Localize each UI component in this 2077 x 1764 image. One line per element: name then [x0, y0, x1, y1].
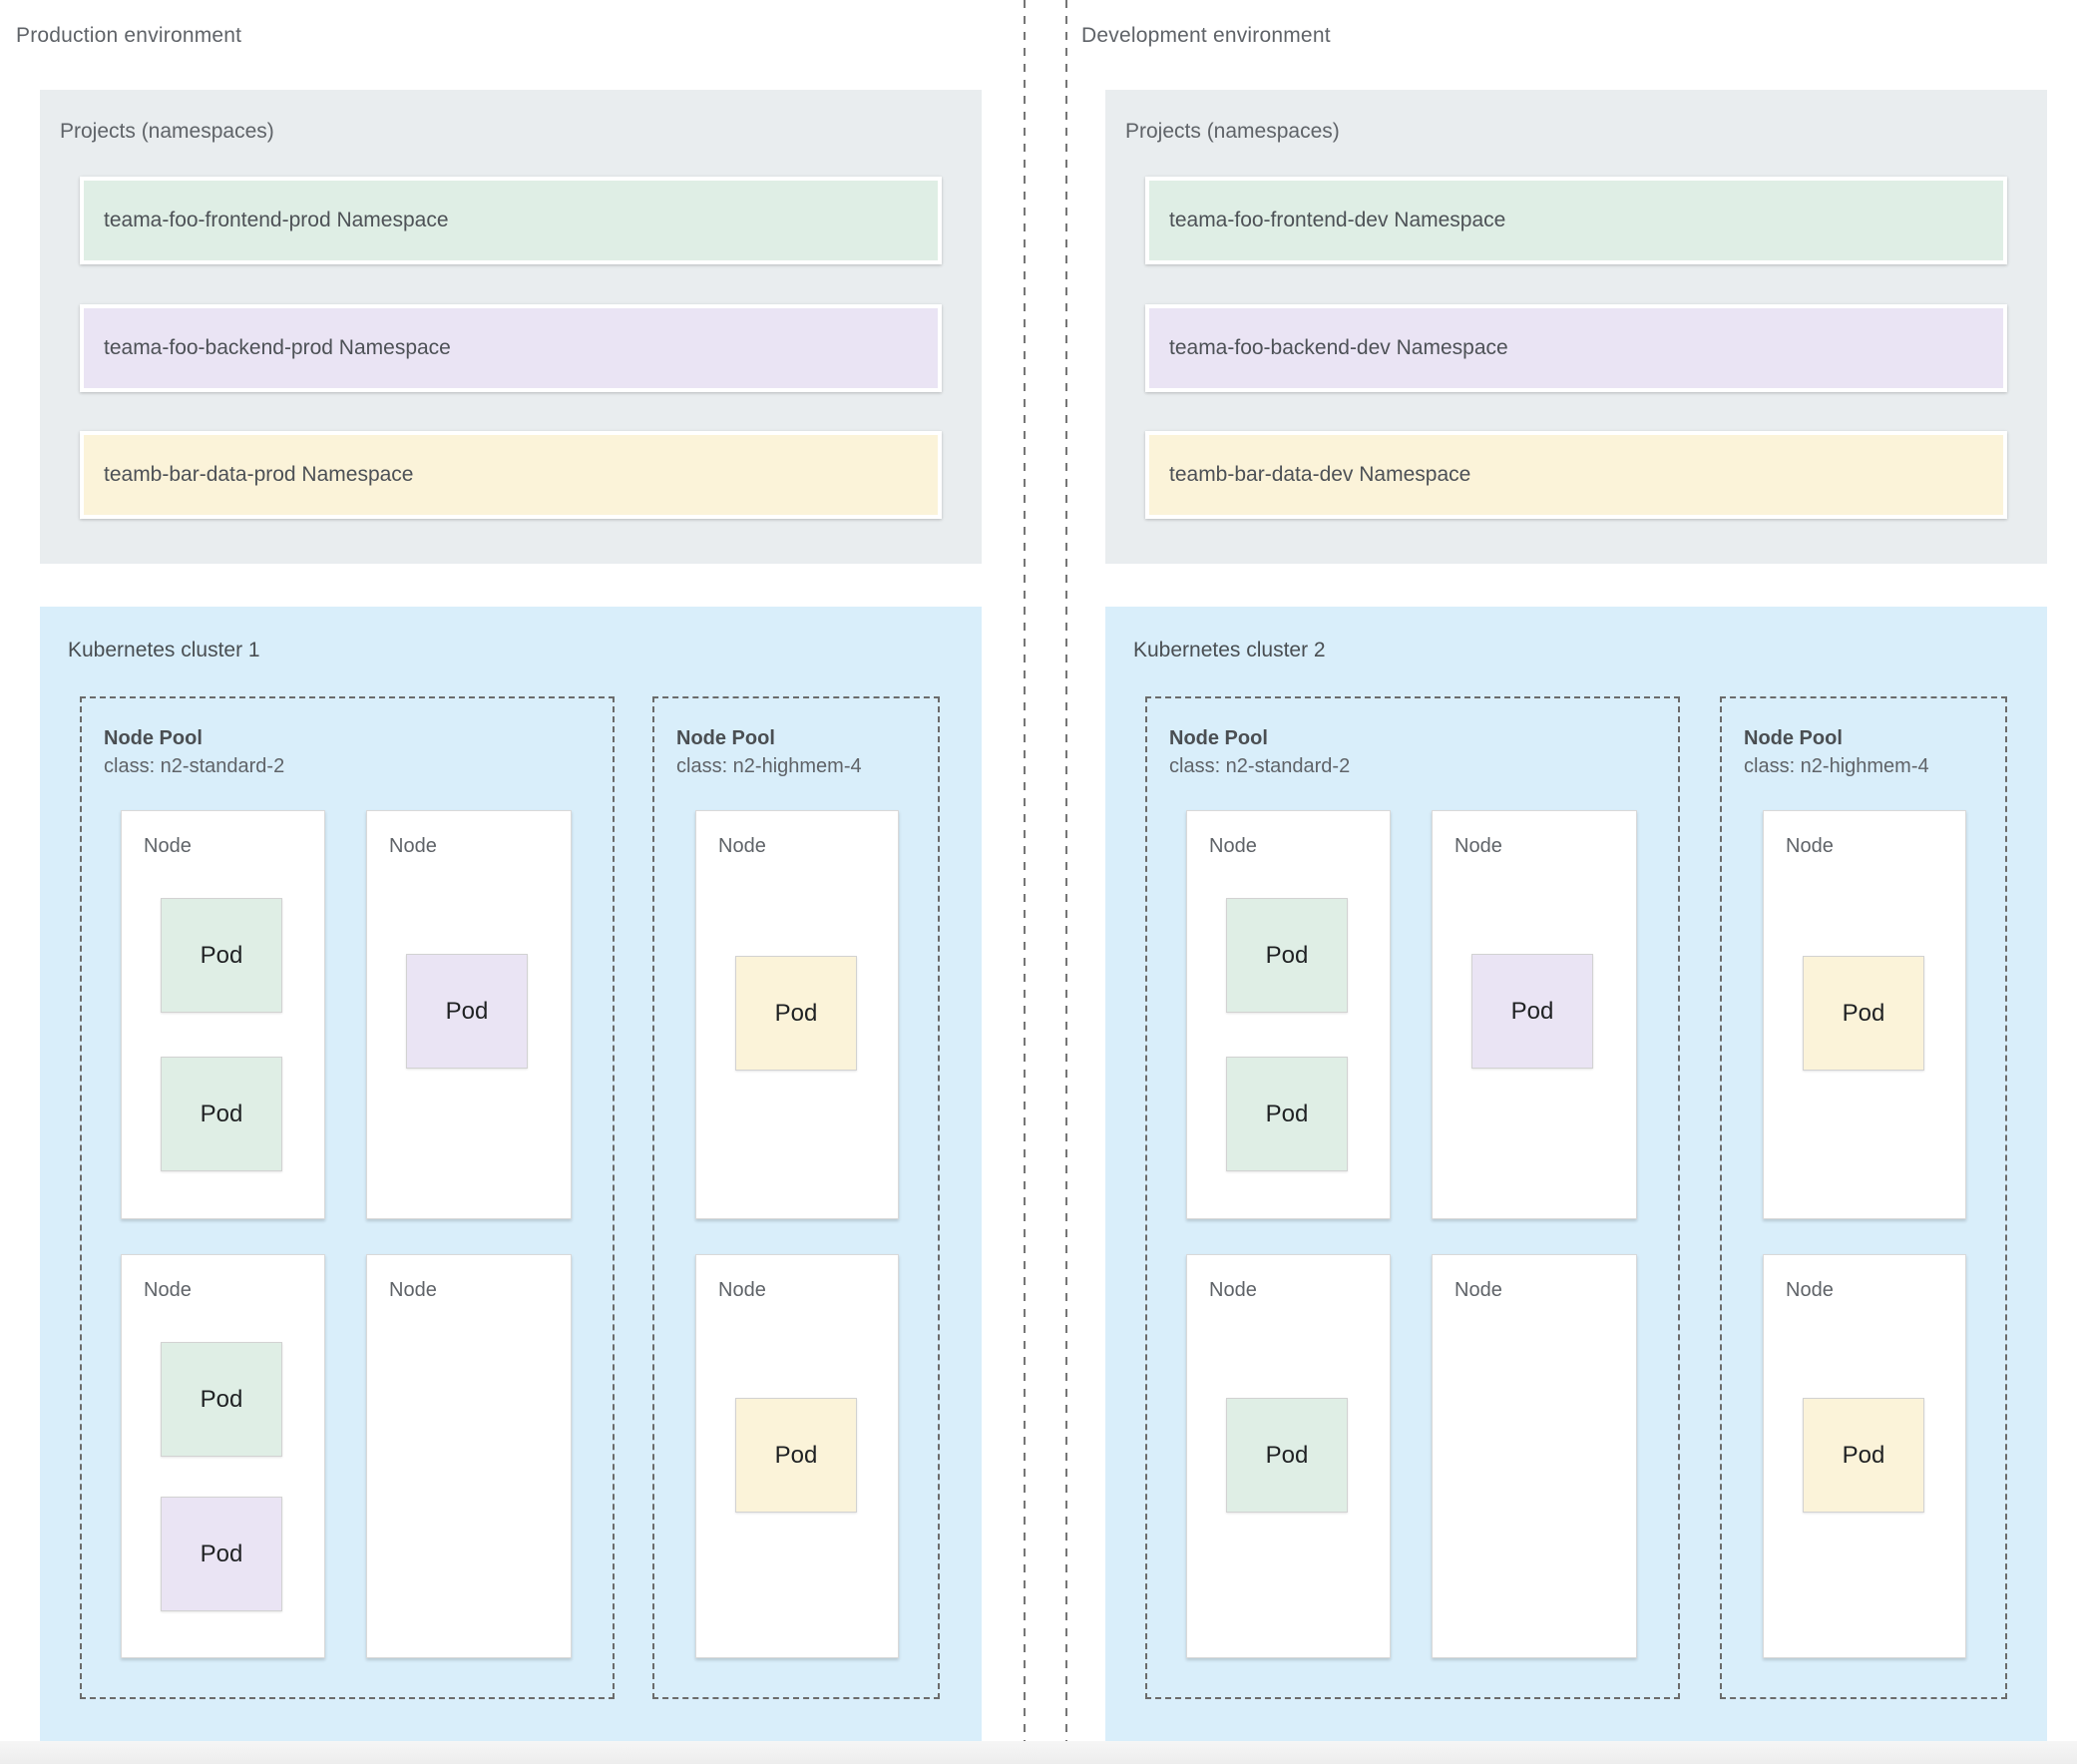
pod-box: Pod [161, 1057, 282, 1171]
node-pool-standard-cluster1-class: class: n2-standard-2 [104, 755, 285, 777]
pod-box: Pod [735, 956, 857, 1071]
node-label: Node [718, 1279, 766, 1301]
node-box: Node [695, 1254, 899, 1658]
namespace-box-data-prod: teamb-bar-data-prod Namespace [80, 431, 942, 519]
node-box: Node [366, 1254, 572, 1658]
page-bottom-strip [0, 1741, 2077, 1764]
node-pool-highmem-cluster2 [1720, 696, 2007, 1699]
pod-box: Pod [1226, 1057, 1348, 1171]
node-pool-highmem-cluster1 [652, 696, 940, 1699]
node-label: Node [1209, 1279, 1257, 1301]
pod-box: Pod [406, 954, 528, 1069]
node-pool-highmem-cluster2-title: Node Pool [1744, 727, 1843, 749]
node-label: Node [1454, 835, 1502, 857]
node-label: Node [1786, 835, 1834, 857]
pod-box: Pod [161, 1342, 282, 1457]
node-label: Node [389, 835, 437, 857]
node-label: Node [389, 1279, 437, 1301]
kubernetes-cluster-1-title: Kubernetes cluster 1 [68, 639, 260, 662]
namespace-box-backend-dev: teama-foo-backend-dev Namespace [1145, 304, 2007, 392]
development-environment-label: Development environment [1081, 24, 1331, 47]
node-label: Node [144, 835, 192, 857]
node-label: Node [1454, 1279, 1502, 1301]
node-pool-standard-cluster1-title: Node Pool [104, 727, 203, 749]
namespace-box-frontend-prod: teama-foo-frontend-prod Namespace [80, 177, 942, 264]
pod-box: Pod [735, 1398, 857, 1513]
node-pool-highmem-cluster2-class: class: n2-highmem-4 [1744, 755, 1929, 777]
pod-box: Pod [1803, 956, 1924, 1071]
node-label: Node [1209, 835, 1257, 857]
environment-divider-line-right [1065, 0, 1067, 1764]
node-label: Node [718, 835, 766, 857]
development-projects-title: Projects (namespaces) [1125, 120, 1340, 143]
node-pool-highmem-cluster1-title: Node Pool [676, 727, 775, 749]
namespace-box-backend-prod: teama-foo-backend-prod Namespace [80, 304, 942, 392]
node-pool-standard-cluster2-class: class: n2-standard-2 [1169, 755, 1351, 777]
node-pool-highmem-cluster1-class: class: n2-highmem-4 [676, 755, 862, 777]
production-environment-label: Production environment [16, 24, 242, 47]
node-pool-standard-cluster1 [80, 696, 615, 1699]
node-label: Node [1786, 1279, 1834, 1301]
environment-divider-line-left [1024, 0, 1026, 1764]
pod-box: Pod [1803, 1398, 1924, 1513]
pod-box: Pod [1226, 1398, 1348, 1513]
node-pool-standard-cluster2 [1145, 696, 1680, 1699]
namespace-box-data-dev: teamb-bar-data-dev Namespace [1145, 431, 2007, 519]
pod-box: Pod [1471, 954, 1593, 1069]
production-projects-title: Projects (namespaces) [60, 120, 274, 143]
namespace-box-frontend-dev: teama-foo-frontend-dev Namespace [1145, 177, 2007, 264]
node-box: Node [1432, 1254, 1637, 1658]
pod-box: Pod [1226, 898, 1348, 1013]
kubernetes-cluster-2-title: Kubernetes cluster 2 [1133, 639, 1326, 662]
node-label: Node [144, 1279, 192, 1301]
pod-box: Pod [161, 1497, 282, 1611]
pod-box: Pod [161, 898, 282, 1013]
node-pool-standard-cluster2-title: Node Pool [1169, 727, 1268, 749]
